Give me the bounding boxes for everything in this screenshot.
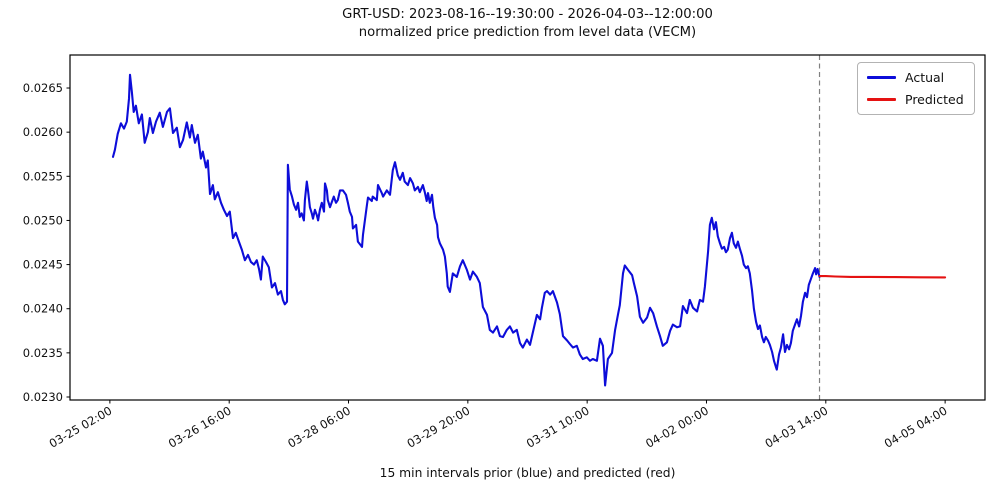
x-axis-label: 15 min intervals prior (blue) and predic… <box>379 466 676 480</box>
x-tick-label: 03-29 20:00 <box>405 403 473 450</box>
y-tick-label: 0.0265 <box>23 81 63 95</box>
y-tick-label: 0.0230 <box>23 390 63 404</box>
x-tick-label: 03-26 16:00 <box>166 403 234 450</box>
y-tick-label: 0.0235 <box>23 346 63 360</box>
actual-line-swatch <box>867 76 896 79</box>
y-tick-label: 0.0250 <box>23 213 63 227</box>
x-tick-label: 04-03 14:00 <box>762 403 830 450</box>
chart-title-line-2: normalized price prediction from level d… <box>358 25 697 40</box>
y-tick-label: 0.0260 <box>23 125 63 139</box>
x-tick-label: 04-05 04:00 <box>882 403 950 450</box>
legend-entry-predicted: Predicted <box>867 92 965 107</box>
x-tick-label: 04-02 00:00 <box>643 403 711 450</box>
x-tick-label: 03-28 06:00 <box>285 403 353 450</box>
chart-title: GRT-USD: 2023-08-16--19:30:00 - 2026-04-… <box>70 6 985 42</box>
predicted-line-swatch <box>867 98 896 101</box>
y-tick-label: 0.0255 <box>23 169 63 183</box>
x-tick-label: 03-25 02:00 <box>47 403 115 450</box>
y-tick-label: 0.0245 <box>23 258 63 272</box>
actual-line <box>111 73 821 387</box>
predicted-line <box>818 275 947 279</box>
legend-label-actual: Actual <box>905 70 945 85</box>
legend-entry-actual: Actual <box>867 70 965 85</box>
legend: Actual Predicted <box>857 62 975 115</box>
y-tick-label: 0.0240 <box>23 302 63 316</box>
x-tick-label: 03-31 10:00 <box>524 403 592 450</box>
legend-label-predicted: Predicted <box>905 92 964 107</box>
chart-title-line-1: GRT-USD: 2023-08-16--19:30:00 - 2026-04-… <box>342 7 713 22</box>
